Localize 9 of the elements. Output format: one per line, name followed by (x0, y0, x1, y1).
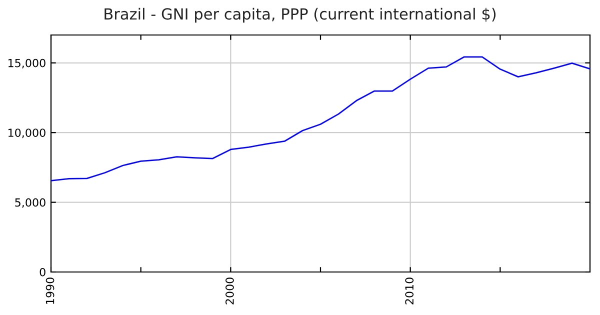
x-tick-label: 2000 (225, 278, 234, 304)
chart-title: Brazil - GNI per capita, PPP (current international $) (104, 8, 496, 23)
y-tick-label: 15,000 (8, 58, 46, 68)
y-tick-label: 0 (40, 268, 46, 276)
y-tick-label: 10,000 (8, 128, 46, 138)
y-tick-label: 5,000 (15, 198, 46, 208)
x-tick-label: 2010 (405, 278, 414, 304)
line-series (51, 56, 590, 182)
x-tick-label: 1990 (46, 278, 54, 304)
